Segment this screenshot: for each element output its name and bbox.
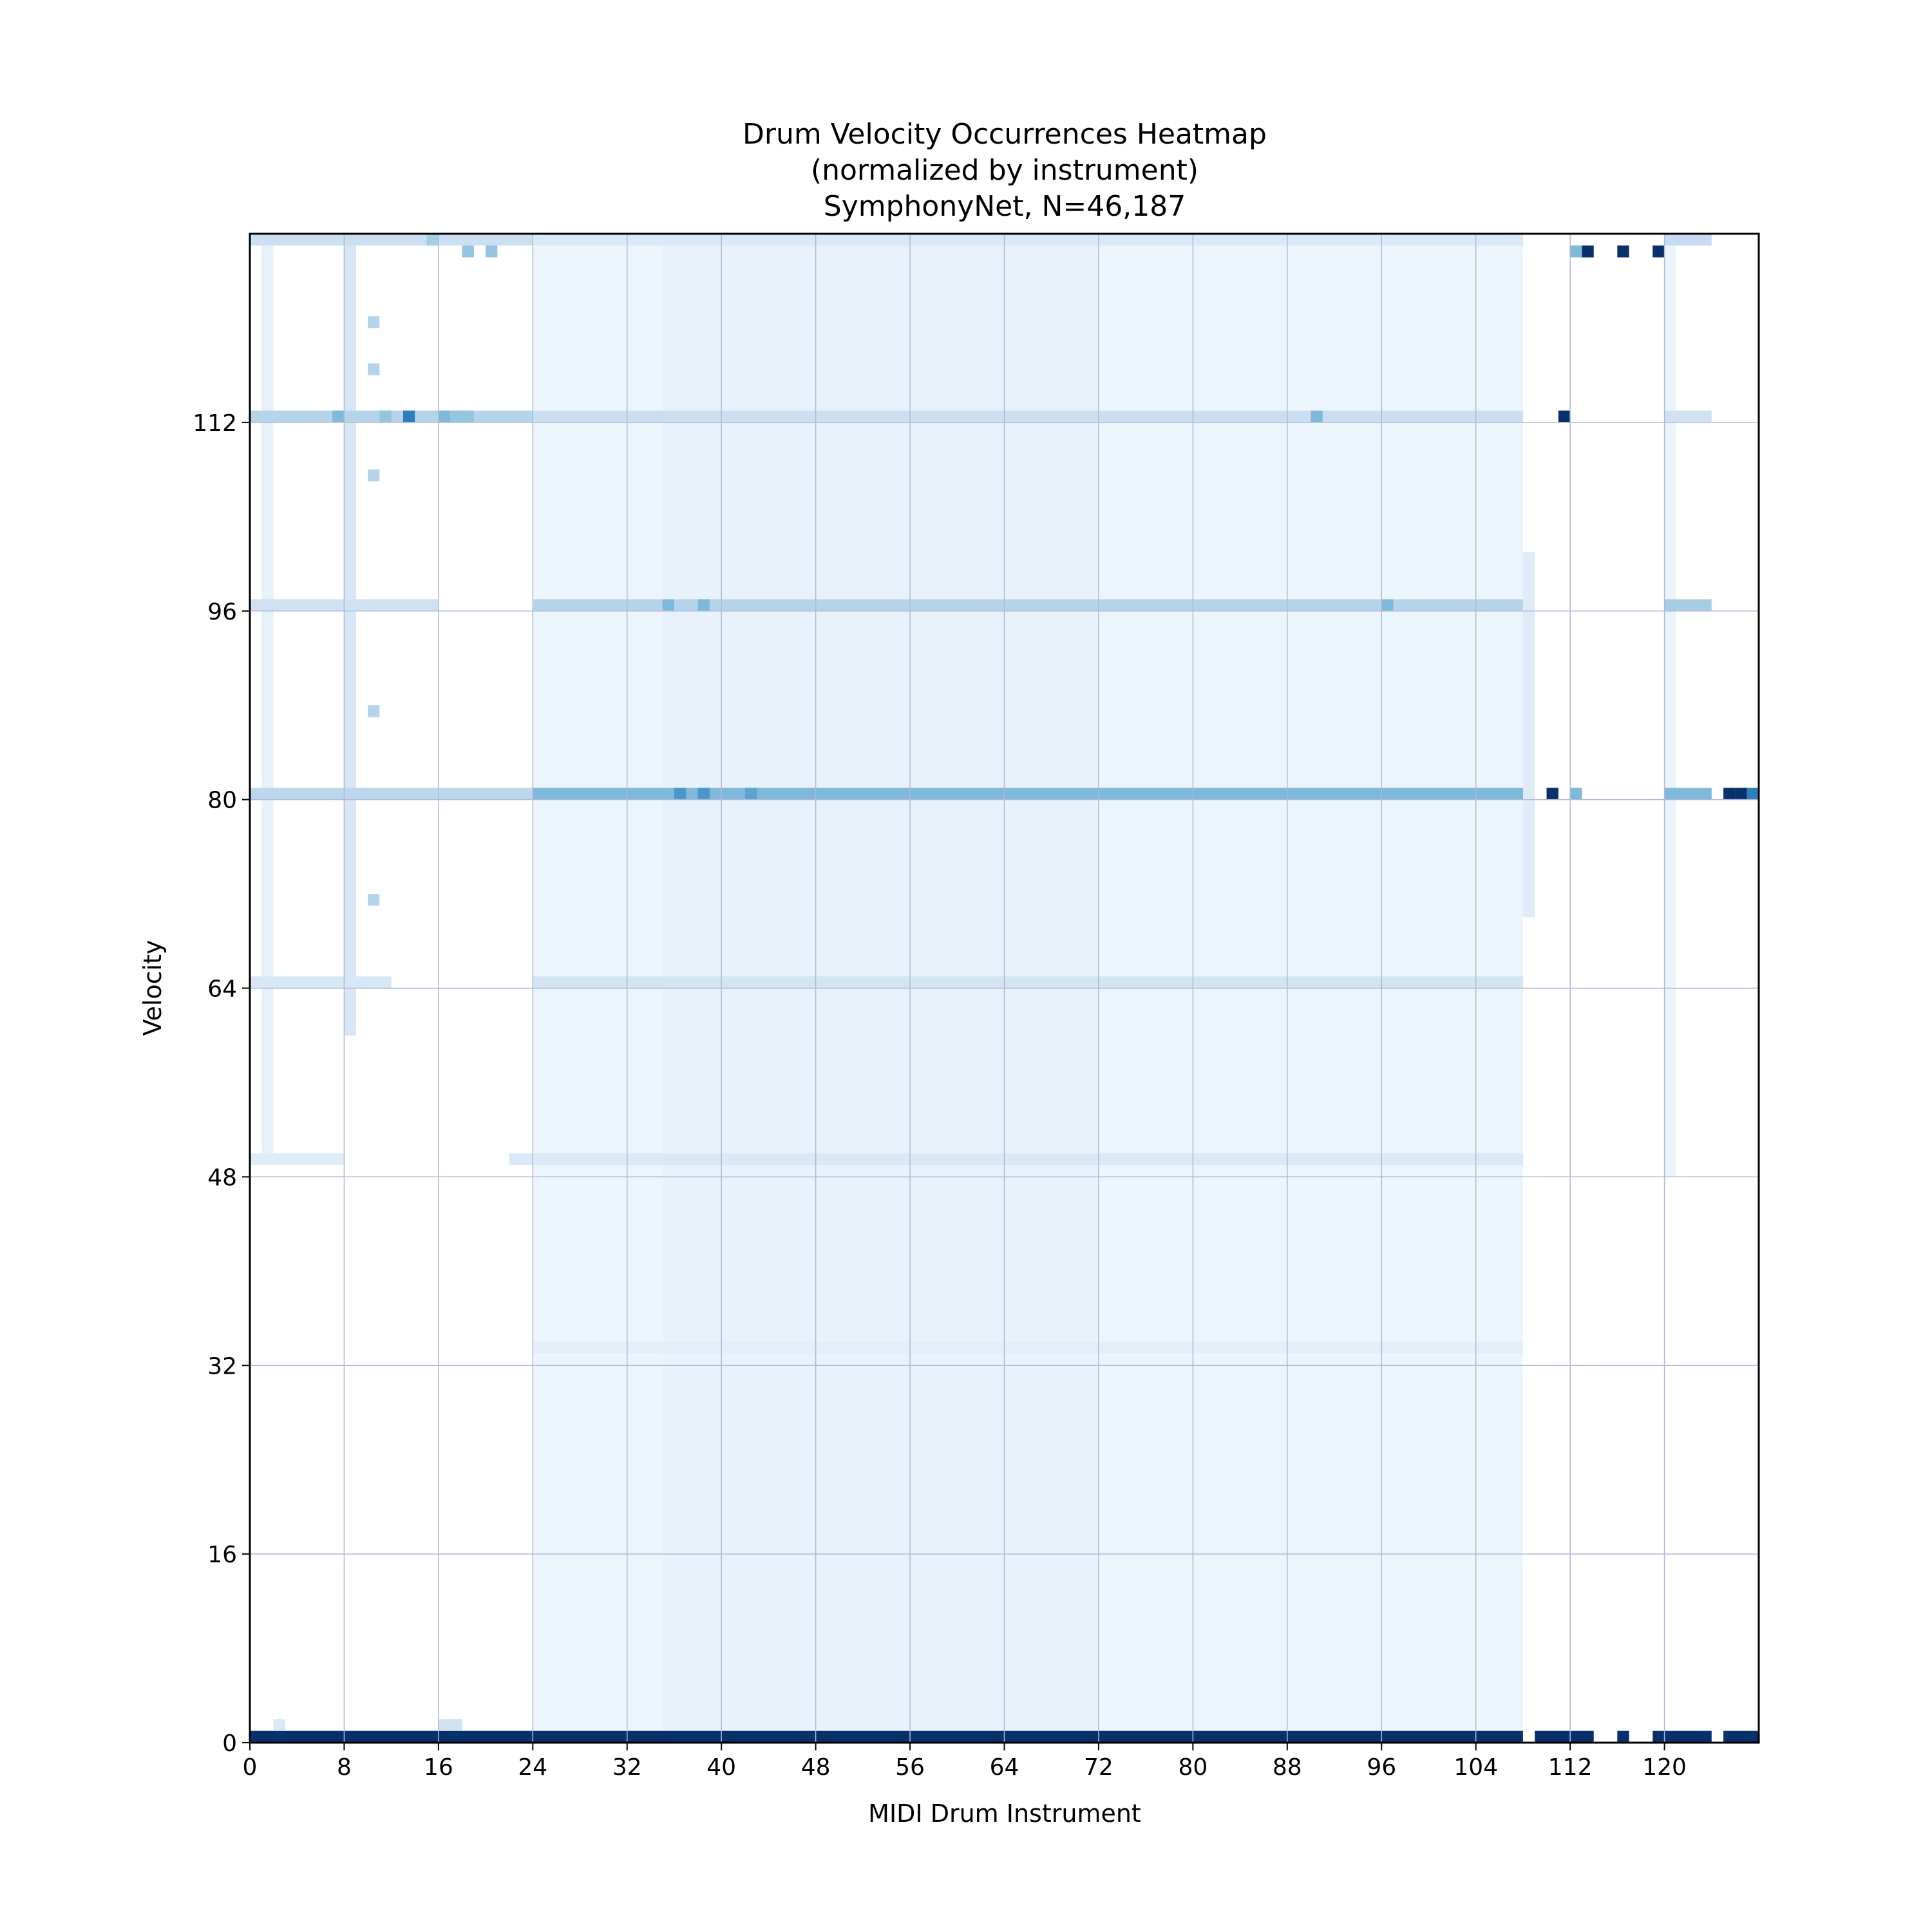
heatmap-cell-0	[1546, 788, 1558, 800]
heatmap-row-band-21	[1664, 234, 1712, 246]
y-tick-label-48: 48	[207, 1164, 237, 1191]
heatmap-cell-5	[1558, 410, 1571, 422]
heatmap-row-band-15	[1664, 599, 1712, 611]
heatmap-cell-9	[1570, 245, 1582, 258]
heatmap-cell-15	[379, 410, 392, 422]
x-tick-label-48: 48	[801, 1754, 831, 1781]
x-tick-label-32: 32	[612, 1754, 642, 1781]
heatmap-cell-19	[662, 599, 674, 611]
heatmap-cell-13	[462, 410, 474, 422]
y-tick-label-64: 64	[207, 976, 237, 1003]
x-tick-label-120: 120	[1642, 1754, 1687, 1781]
chart-title-line-2: (normalized by instrument)	[811, 154, 1198, 187]
x-tick-label-88: 88	[1273, 1754, 1302, 1781]
heatmap-row-band-9	[250, 976, 392, 989]
x-tick-label-96: 96	[1367, 1754, 1396, 1781]
heatmap-cells	[250, 234, 1759, 1743]
x-tick-label-56: 56	[895, 1754, 925, 1781]
heatmap-cell-30	[368, 363, 380, 375]
heatmap-cell-29	[368, 316, 380, 328]
heatmap-cell-2	[1735, 788, 1747, 800]
heatmap-row-band-17	[533, 410, 1523, 422]
heatmap-cell-8	[1653, 245, 1665, 258]
heatmap-cell-28	[368, 894, 380, 906]
heatmap-cell-20	[697, 599, 710, 611]
x-tick-label-112: 112	[1548, 1754, 1593, 1781]
heatmap-cell-12	[450, 410, 462, 422]
heatmap-row-band-10	[250, 788, 533, 800]
grid-lines	[250, 234, 1759, 1743]
x-tick-label-40: 40	[706, 1754, 736, 1781]
heatmap-row-band-12	[1664, 788, 1712, 800]
y-tick-label-32: 32	[207, 1353, 237, 1379]
y-tick-label-96: 96	[207, 599, 237, 625]
x-tick-label-16: 16	[424, 1754, 453, 1781]
x-tick-label-72: 72	[1084, 1754, 1113, 1781]
heatmap-cell-23	[462, 245, 474, 258]
x-axis-label: MIDI Drum Instrument	[868, 1799, 1141, 1828]
y-axis-label: Velocity	[138, 940, 167, 1036]
x-tick-label-80: 80	[1178, 1754, 1208, 1781]
heatmap-cell-33	[450, 1719, 462, 1731]
heatmap-cell-1	[1723, 788, 1736, 800]
y-tick-label-16: 16	[207, 1542, 237, 1568]
heatmap-row-band-18	[1664, 410, 1712, 422]
heatmap-cell-18	[744, 788, 757, 800]
heatmap-cell-16	[674, 788, 687, 800]
heatmap-row-band-0	[250, 1730, 1523, 1743]
x-tick-label-104: 104	[1454, 1754, 1498, 1781]
heatmap-cell-26	[368, 469, 380, 482]
y-tick-label-112: 112	[193, 410, 237, 437]
heatmap-cell-17	[697, 788, 710, 800]
heatmap-cell-6	[1582, 245, 1594, 258]
chart-title-line-3: SymphonyNet, N=46,187	[824, 190, 1186, 223]
y-tick-label-0: 0	[222, 1730, 237, 1757]
heatmap-cell-11	[438, 410, 451, 422]
chart-title: Drum Velocity Occurrences Heatmap (norma…	[743, 118, 1267, 223]
heatmap-row-band-20	[533, 234, 1523, 246]
heatmap-row-band-6	[509, 1153, 1523, 1166]
heatmap-cell-3	[1747, 788, 1759, 800]
heatmap-cell-14	[332, 410, 345, 422]
heatmap-row-band-3	[1653, 1730, 1712, 1743]
heatmap-column-band-3	[261, 234, 274, 1153]
x-tick-label-0: 0	[243, 1754, 258, 1781]
heatmap-cell-32	[438, 1719, 451, 1731]
heatmap-row-band-7	[250, 1153, 345, 1166]
heatmap-column-band-4	[1522, 552, 1535, 918]
heatmap-cell-22	[1311, 410, 1323, 422]
heatmap-row-band-11	[533, 788, 1523, 800]
heatmap-row-band-2	[1617, 1730, 1629, 1743]
heatmap-row-band-4	[1723, 1730, 1759, 1743]
heatmap-column-band-5	[1664, 234, 1676, 1177]
heatmap-row-band-8	[533, 976, 1523, 989]
heatmap-cell-4	[1570, 788, 1582, 800]
y-tick-label-80: 80	[207, 788, 237, 814]
heatmap-cell-27	[368, 705, 380, 717]
plot-area	[249, 232, 1760, 1744]
heatmap-cell-10	[402, 410, 415, 422]
heatmap-column-band-2	[344, 234, 356, 1036]
heatmap-row-band-19	[250, 234, 533, 246]
x-tick-label-24: 24	[518, 1754, 547, 1781]
x-tick-label-64: 64	[990, 1754, 1019, 1781]
chart-title-line-1: Drum Velocity Occurrences Heatmap	[743, 118, 1267, 151]
heatmap-cell-25	[426, 234, 439, 246]
x-tick-label-8: 8	[337, 1754, 352, 1781]
heatmap-row-band-13	[533, 599, 1523, 611]
heatmap-cell-24	[486, 245, 498, 258]
heatmap-cell-31	[273, 1719, 285, 1731]
heatmap-cell-7	[1617, 245, 1629, 258]
heatmap-cell-21	[1381, 599, 1394, 611]
y-axis-ticks: 0 16 32 48 64 80 96 112	[193, 410, 250, 1757]
heatmap-row-band-5	[533, 1341, 1523, 1354]
x-axis-ticks: 0 8 16 24 32 40 48 56 64 72 80 88 96 104 112 120	[243, 1743, 1687, 1781]
heatmap-row-band-1	[1535, 1730, 1594, 1743]
